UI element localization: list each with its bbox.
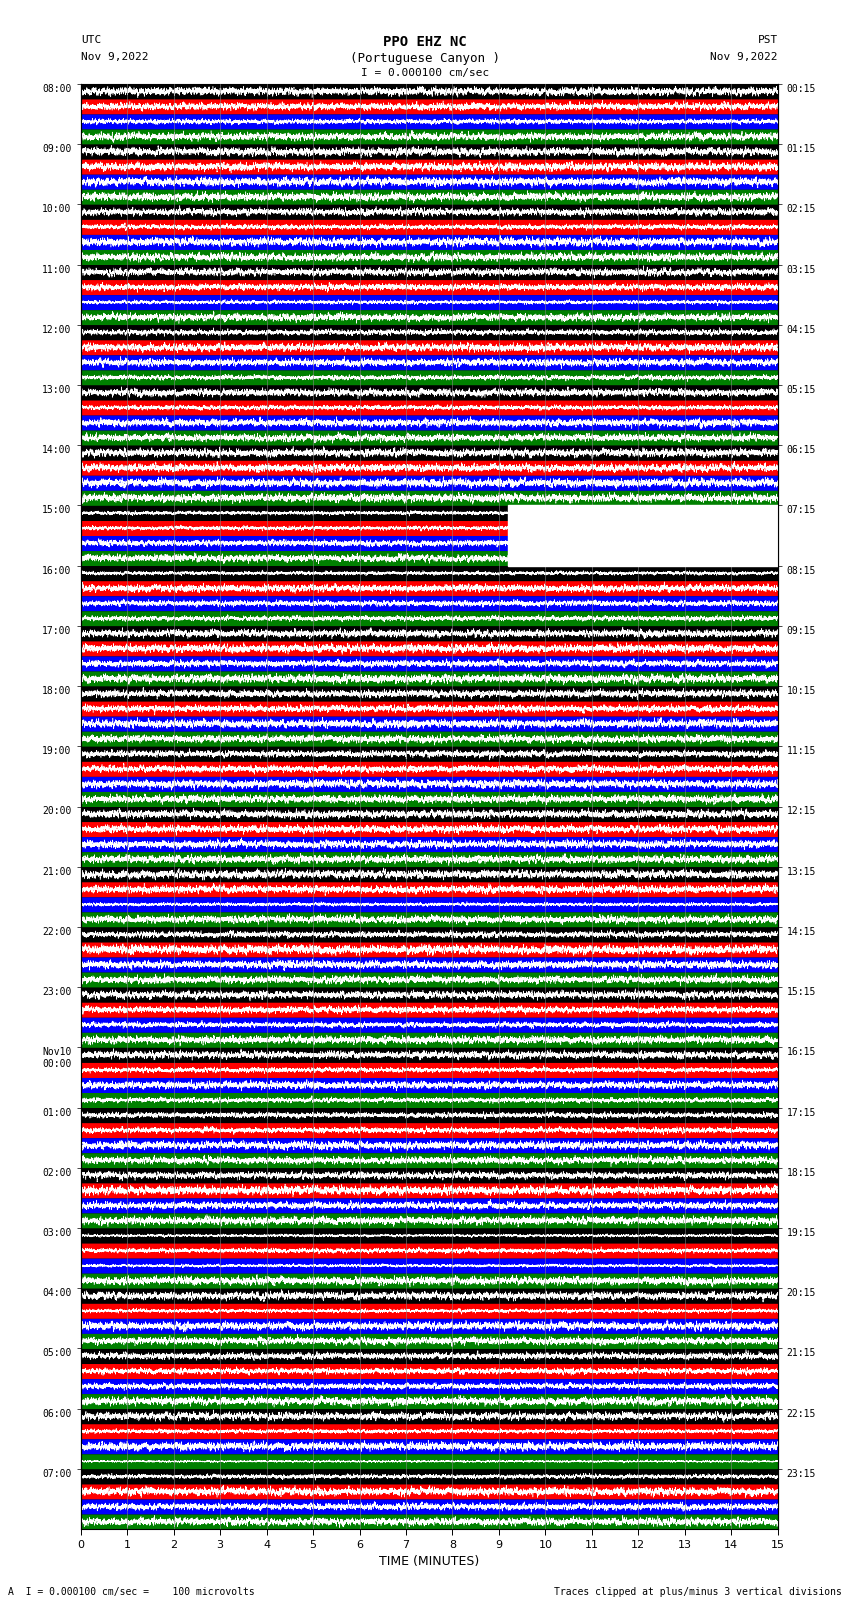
Text: Nov 9,2022: Nov 9,2022 <box>711 52 778 61</box>
X-axis label: TIME (MINUTES): TIME (MINUTES) <box>379 1555 479 1568</box>
Text: Nov 9,2022: Nov 9,2022 <box>81 52 148 61</box>
Text: A  I = 0.000100 cm/sec =    100 microvolts: A I = 0.000100 cm/sec = 100 microvolts <box>8 1587 255 1597</box>
Text: Traces clipped at plus/minus 3 vertical divisions: Traces clipped at plus/minus 3 vertical … <box>553 1587 842 1597</box>
Text: I = 0.000100 cm/sec: I = 0.000100 cm/sec <box>361 68 489 77</box>
Text: PST: PST <box>757 35 778 45</box>
Text: PPO EHZ NC: PPO EHZ NC <box>383 35 467 50</box>
Bar <box>508 505 778 566</box>
Text: UTC: UTC <box>81 35 101 45</box>
Text: (Portuguese Canyon ): (Portuguese Canyon ) <box>350 52 500 65</box>
